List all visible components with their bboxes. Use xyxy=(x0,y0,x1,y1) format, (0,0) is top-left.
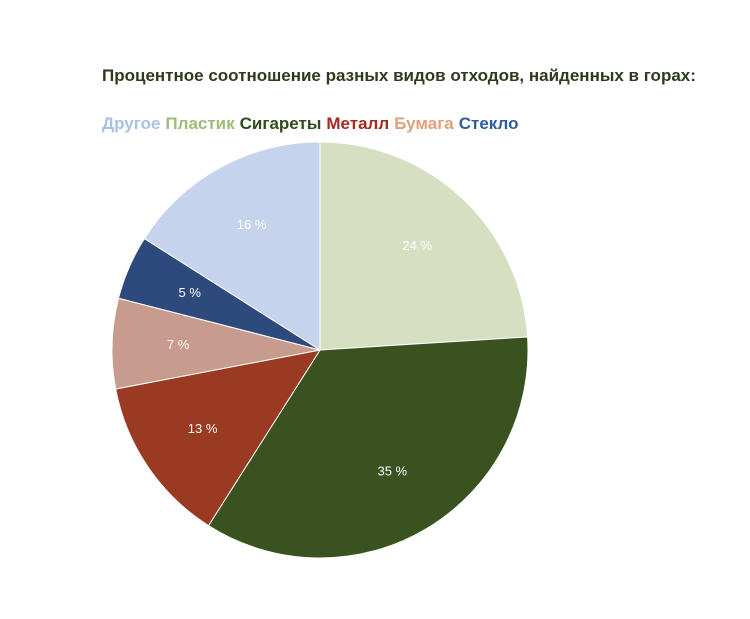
slice-label-4: 5 % xyxy=(178,285,201,300)
pie-slice-0 xyxy=(319,141,529,351)
legend-item-1: Пластик xyxy=(165,114,235,133)
legend-item-3: Металл xyxy=(326,114,390,133)
slice-label-1: 35 % xyxy=(377,464,407,479)
legend-item-4: Бумага xyxy=(394,114,454,133)
pie-slice-2 xyxy=(115,349,322,527)
legend-item-5: Стекло xyxy=(458,114,519,133)
slice-label-0: 24 % xyxy=(402,238,432,253)
slice-label-2: 13 % xyxy=(188,421,218,436)
slice-label-3: 7 % xyxy=(167,337,190,352)
legend-item-0: Другое xyxy=(102,114,161,133)
legend-item-2: Сигареты xyxy=(239,114,322,133)
slice-label-5: 16 % xyxy=(237,217,267,232)
pie-slice-1 xyxy=(207,336,529,559)
pie-slice-5 xyxy=(143,141,321,351)
chart-title: Процентное соотношение разных видов отхо… xyxy=(102,66,696,85)
chart-legend: Другое Пластик Сигареты Металл Бумага Стекло xyxy=(102,114,523,134)
